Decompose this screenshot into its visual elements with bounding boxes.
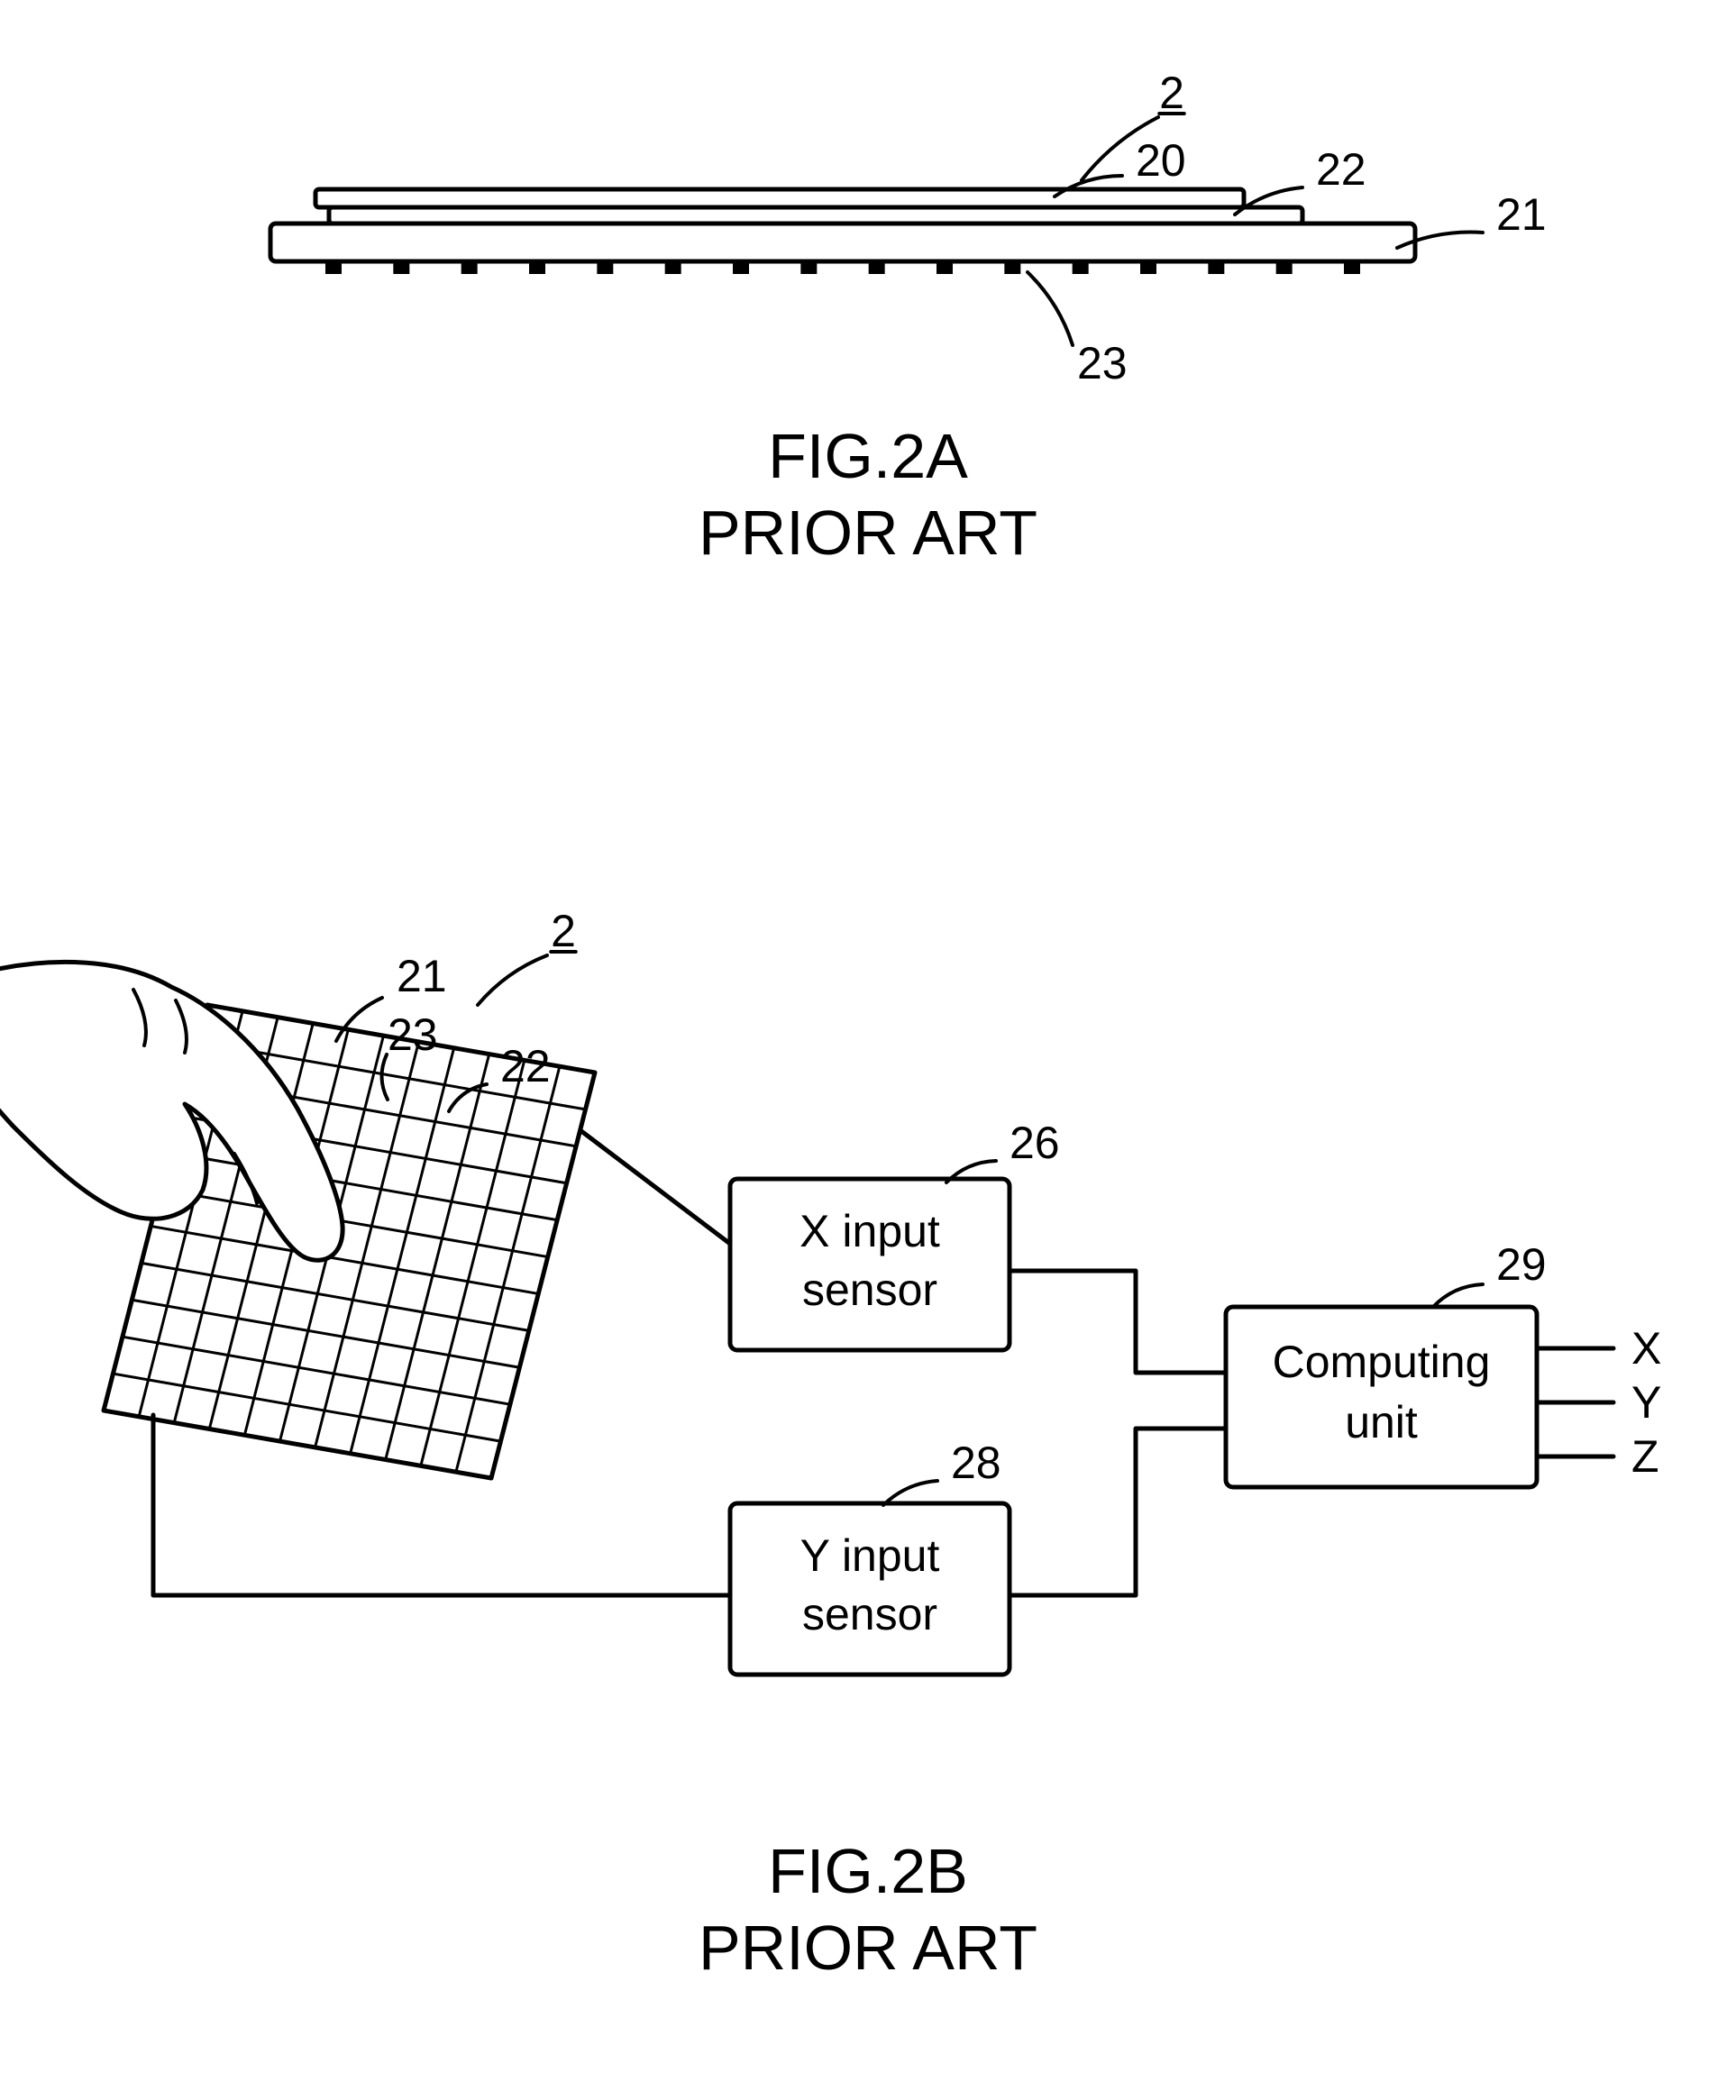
bump [597,263,613,274]
computing-unit-line2: unit [1345,1397,1418,1447]
bump [800,263,817,274]
layer-22 [329,207,1302,224]
bump [1276,263,1293,274]
ref-28: 28 [951,1438,1001,1488]
y-input-sensor-line1: Y input [800,1530,940,1581]
computing-unit-line1: Computing [1273,1337,1491,1387]
bump [937,263,953,274]
hand-icon [0,962,343,1260]
wire-x-to-cpu [1010,1271,1226,1373]
ref-22: 22 [1316,144,1366,195]
figure-canvas: 220212223FIG.2APRIOR ARTX inputsensorY i… [0,0,1736,2095]
ref-22: 22 [500,1041,551,1091]
ref-20: 20 [1136,135,1186,186]
output-X: X [1631,1323,1661,1374]
output-Z: Z [1631,1431,1659,1482]
bump [869,263,885,274]
bump [393,263,409,274]
bump [1208,263,1224,274]
layer-20 [315,189,1244,207]
bump [325,263,342,274]
fig2b-caption: FIG.2B [768,1836,968,1906]
x-input-sensor-line1: X input [799,1206,940,1256]
fig2b-priorart: PRIOR ART [699,1913,1037,1983]
y-input-sensor-line2: sensor [802,1589,937,1639]
bump [1344,263,1360,274]
ref-29: 29 [1496,1239,1547,1290]
fig2a-caption: FIG.2A [768,421,968,491]
bump [1004,263,1020,274]
ref-21: 21 [1496,189,1547,240]
assembly-ref: 2 [551,906,576,956]
output-Y: Y [1631,1377,1661,1428]
bump [1073,263,1089,274]
bump [461,263,478,274]
ref-26: 26 [1010,1118,1060,1168]
assembly-ref: 2 [1159,68,1184,118]
fig2a-priorart: PRIOR ART [699,498,1037,568]
bump [665,263,681,274]
ref-21: 21 [397,951,447,1001]
x-input-sensor-line2: sensor [802,1265,937,1315]
wire-y-to-cpu [1010,1429,1226,1595]
bump [1140,263,1156,274]
layer-21 [270,224,1415,261]
bump [733,263,749,274]
bump [529,263,545,274]
ref-23: 23 [388,1009,438,1060]
ref-23: 23 [1077,338,1128,388]
